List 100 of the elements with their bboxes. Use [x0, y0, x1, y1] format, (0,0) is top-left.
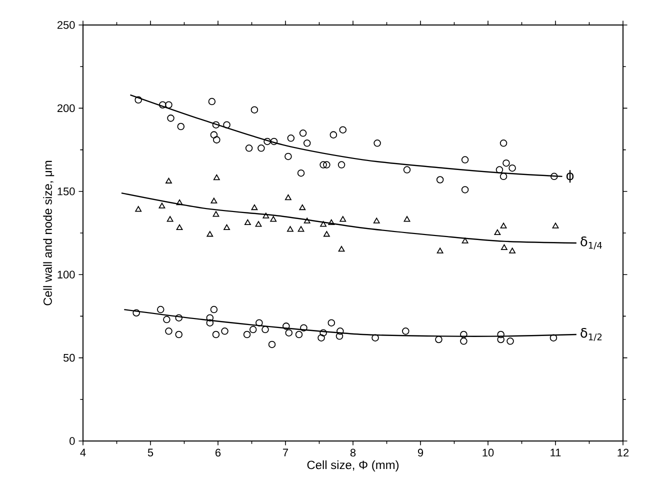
point: [508, 164, 516, 172]
point: [158, 202, 166, 208]
series-label: δ$_{1/4}$: [580, 236, 602, 250]
series-label: ϕ: [566, 170, 574, 183]
point: [318, 334, 325, 342]
point: [287, 134, 295, 142]
point: [497, 330, 504, 338]
point: [285, 329, 293, 336]
y-tick-label: 100: [58, 270, 75, 278]
point: [210, 198, 218, 204]
point: [132, 309, 140, 317]
point: [135, 206, 142, 212]
point: [552, 222, 559, 228]
x-axis-title: Cell size, Φ (mm): [307, 460, 399, 472]
point: [208, 98, 216, 106]
y-tick-label: 0: [70, 437, 75, 445]
point: [500, 244, 508, 250]
y-tick-label: 50: [63, 354, 75, 362]
point: [156, 306, 164, 314]
point: [213, 174, 220, 180]
point: [221, 328, 228, 335]
point: [166, 178, 172, 184]
point: [404, 216, 410, 222]
x-tick-label: 10: [482, 448, 494, 457]
point: [436, 176, 444, 184]
point: [402, 328, 410, 335]
point: [213, 136, 220, 144]
point: [550, 334, 558, 342]
point: [245, 144, 253, 152]
point: [251, 204, 258, 210]
point: [250, 106, 258, 114]
point: [210, 306, 218, 314]
point: [295, 330, 303, 338]
point: [167, 114, 174, 122]
point: [224, 224, 230, 230]
point: [175, 314, 182, 322]
point: [550, 172, 558, 180]
point: [374, 140, 381, 147]
point: [500, 222, 507, 228]
point: [212, 211, 220, 217]
point: [264, 138, 271, 146]
point: [268, 340, 276, 348]
point: [336, 332, 344, 340]
point: [165, 101, 172, 109]
point: [262, 326, 269, 334]
x-tick-label: 8: [350, 448, 356, 457]
point: [300, 324, 308, 332]
point: [494, 229, 501, 236]
point: [506, 338, 514, 345]
x-tick-label: 11: [550, 448, 561, 456]
point: [460, 330, 468, 338]
point: [340, 216, 346, 222]
point: [212, 121, 220, 128]
point: [256, 319, 263, 326]
point: [328, 319, 336, 326]
point: [323, 231, 330, 237]
point: [270, 216, 277, 222]
y-tick-label: 250: [57, 21, 75, 29]
point: [212, 330, 220, 338]
line-series: [120, 192, 578, 244]
point: [134, 96, 142, 104]
point: [223, 121, 230, 128]
point: [496, 166, 504, 174]
point: [166, 216, 174, 222]
point: [210, 131, 218, 138]
point: [338, 161, 346, 168]
point: [320, 161, 327, 168]
point: [206, 319, 214, 326]
x-tick-label: 7: [283, 448, 288, 456]
point: [502, 159, 510, 167]
point: [461, 156, 469, 164]
point: [462, 238, 468, 244]
point: [436, 248, 444, 254]
point: [176, 224, 183, 230]
point: [299, 130, 307, 137]
point: [304, 218, 310, 224]
point: [177, 122, 185, 130]
line-series: [130, 94, 563, 178]
point: [298, 226, 304, 232]
point: [163, 316, 170, 324]
point: [320, 221, 327, 227]
point: [175, 330, 182, 338]
point: [244, 219, 251, 226]
point: [328, 219, 335, 226]
x-tick-label: 9: [418, 448, 424, 457]
y-tick-label: 150: [58, 188, 75, 196]
point: [297, 169, 305, 177]
point: [500, 140, 508, 147]
point: [330, 131, 338, 138]
y-axis-title: Cell wall and node size, μm: [43, 160, 54, 306]
point: [303, 140, 311, 147]
point: [206, 314, 214, 322]
point: [284, 194, 292, 200]
series-label: δ$_{1/2}$: [580, 328, 602, 342]
point: [500, 172, 508, 180]
x-tick-label: 12: [618, 448, 629, 456]
point: [282, 322, 290, 330]
point: [258, 144, 265, 152]
point: [497, 336, 504, 344]
point: [336, 328, 344, 335]
